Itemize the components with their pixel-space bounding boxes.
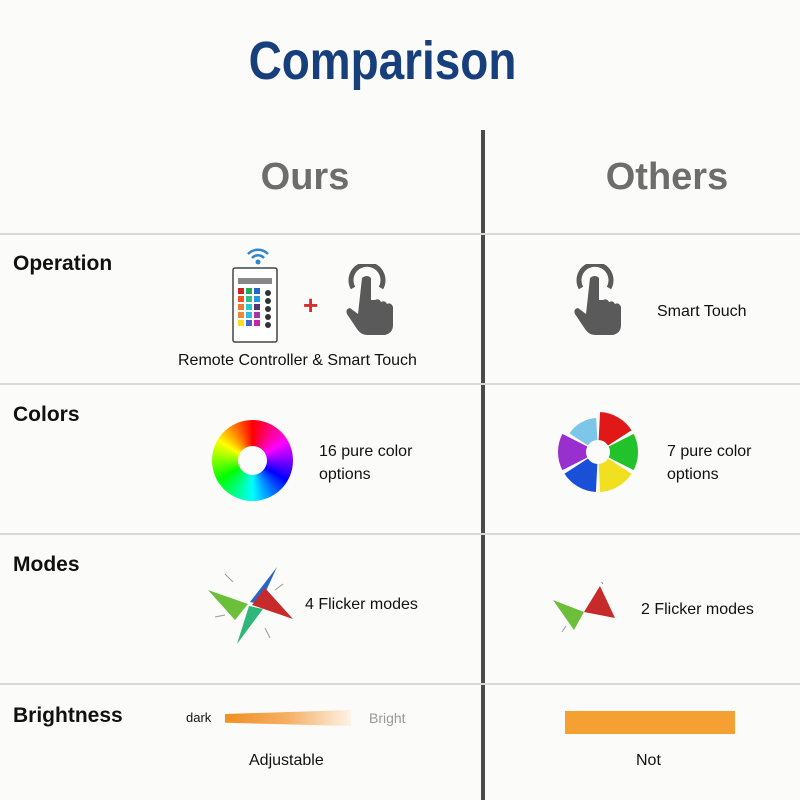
row-label-colors: Colors	[13, 403, 80, 426]
ours-colors-line1: 16 pure color	[319, 443, 413, 460]
row-label-brightness: Brightness	[13, 704, 123, 727]
dark-label: dark	[186, 710, 212, 725]
ours-modes-text: 4 Flicker modes	[305, 596, 418, 613]
others-modes-text: 2 Flicker modes	[641, 601, 754, 618]
four-flicker-icon	[208, 567, 293, 644]
ours-brightness-text: Adjustable	[249, 752, 324, 769]
color-segment	[558, 433, 588, 471]
color-segment	[569, 418, 598, 446]
column-header-ours: Ours	[260, 156, 350, 198]
row-divider	[0, 233, 800, 235]
color-segment	[598, 412, 632, 446]
bright-label: Bright	[369, 710, 406, 726]
ours-operation-text: Remote Controller & Smart Touch	[178, 352, 417, 369]
others-colors-text: 7 pure color options	[667, 440, 752, 486]
ours-colors-text: 16 pure color options	[319, 440, 412, 486]
segmented-color-wheel-icon	[558, 412, 638, 492]
fixed-brightness-bar	[565, 711, 735, 734]
others-operation-text: Smart Touch	[657, 303, 747, 320]
ours-colors-line2: options	[319, 466, 371, 483]
others-brightness-text: Not	[636, 752, 661, 769]
plus-sign: +	[303, 290, 319, 320]
row-label-modes: Modes	[13, 553, 80, 576]
others-colors-line2: options	[667, 466, 719, 483]
color-segment	[598, 458, 632, 492]
color-wheel-icon	[212, 420, 293, 501]
two-flicker-icon	[553, 582, 615, 633]
page-title: Comparison	[248, 31, 517, 91]
color-segment	[608, 433, 638, 471]
row-divider	[0, 683, 800, 685]
row-divider	[0, 533, 800, 535]
others-colors-line1: 7 pure color	[667, 443, 752, 460]
remote-control-icon	[232, 248, 278, 343]
row-label-operation: Operation	[13, 252, 113, 275]
column-divider	[481, 130, 485, 800]
column-header-others: Others	[605, 156, 729, 198]
touch-hand-icon	[574, 264, 621, 335]
color-segment	[564, 458, 598, 492]
brightness-gradient-bar	[225, 710, 351, 726]
touch-hand-icon	[346, 264, 393, 335]
row-divider	[0, 383, 800, 385]
